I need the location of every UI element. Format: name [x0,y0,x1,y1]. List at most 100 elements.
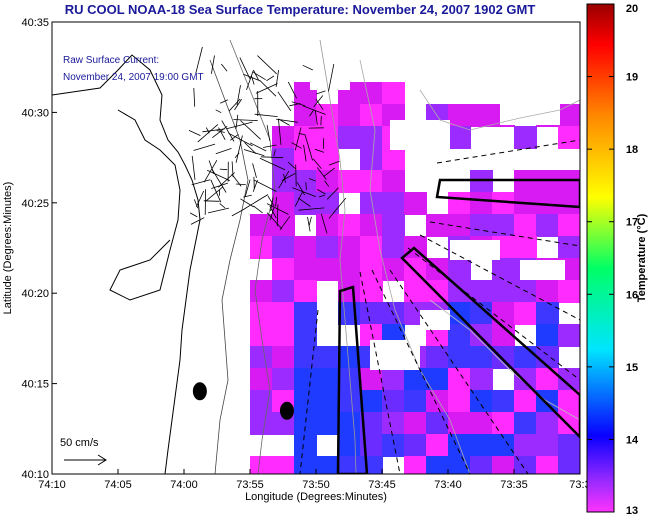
sst-cell [338,412,361,435]
sst-cell [360,236,383,259]
sst-cell [382,82,405,105]
sst-cell [426,434,449,457]
sst-cell [514,434,537,457]
current-vector [260,156,284,159]
sst-cell [470,104,493,127]
current-vector [279,216,291,231]
colorbar-tick-label: 14 [626,434,639,446]
x-axis-ticks: 74:10 74:05 74:00 73:55 73:50 73:45 73:40 73:35… [38,469,591,491]
current-vector [328,64,335,92]
sst-cell [338,346,361,369]
current-vector [220,63,228,72]
sst-cell [294,324,317,347]
sst-cell [558,434,580,457]
current-vector [243,194,252,198]
sst-cell [294,104,317,127]
current-vector [308,216,312,226]
current-vector [275,69,279,87]
station-markers [192,382,294,420]
current-vector [230,133,239,141]
sst-cell [360,456,383,474]
dashed-lane-5 [371,269,471,474]
current-vector [302,105,326,115]
current-vector [195,46,203,74]
sst-cell [492,412,515,435]
sst-cell [360,192,383,215]
coastline [52,54,201,474]
chart-title: RU COOL NOAA-18 Sea Surface Temperature:… [64,2,536,17]
dashed-lane-8 [299,309,319,474]
current-vector [304,134,313,161]
sst-cell [558,280,580,303]
current-vector [240,198,254,208]
colorbar-ticks: 20 19 18 17 16 15 14 13 [587,3,639,517]
sst-cell [492,302,515,325]
sst-cell [272,456,295,474]
sst-cell [426,390,449,413]
current-vector [190,217,205,225]
sst-cell [514,346,537,369]
current-vector [269,206,277,219]
sst-cell [294,258,317,281]
no-data-gap [420,310,450,330]
no-data-gap [390,120,450,150]
current-vector [296,181,306,196]
surface-current-vectors [188,46,347,234]
current-vector [219,168,228,171]
sst-cell [250,236,273,259]
current-vector [215,148,232,155]
current-vector [246,70,254,91]
sst-cell [338,390,361,413]
sst-cell [360,126,383,149]
current-vector [189,212,198,218]
current-vector [254,113,278,117]
sst-cell [294,390,317,413]
sst-cell [294,434,317,457]
current-vector [273,149,276,157]
colorbar-tick-label: 13 [626,505,638,517]
current-vector [313,95,324,107]
sst-cell [514,236,537,259]
current-vector [243,149,265,157]
y-axis-label: Latitude (Degrees:Minutes) [2,182,14,315]
sst-cell [294,302,317,325]
current-vector [251,75,255,85]
sst-cell [338,456,361,474]
current-vector [252,163,257,178]
sst-cell [338,214,361,237]
sst-cell [558,126,580,149]
sst-cell [470,214,493,237]
no-data-gap [500,100,560,125]
current-vector [197,124,219,143]
sst-cell [338,258,361,281]
sst-cell [338,368,361,391]
dashed-lane-3 [419,234,580,321]
current-vector [281,173,296,181]
current-vector [323,167,335,177]
colorbar-tick-label: 18 [626,144,638,156]
sst-cell [404,390,427,413]
sst-cell [404,192,427,215]
current-vector [252,179,258,192]
sst-cell [558,192,580,215]
current-vector [297,197,311,207]
x-tick-label: 73:35 [500,479,528,491]
current-vector [255,83,278,94]
sst-cell [514,170,537,193]
current-vector [233,119,258,121]
current-vector [239,57,251,79]
sst-cell [448,302,471,325]
lane-box-east [435,178,580,209]
sst-cell [272,126,295,149]
sst-cell [360,82,383,105]
sst-cell [272,324,295,347]
sst-cell [558,104,580,127]
sst-cell [492,192,515,215]
sst-cell [382,236,405,259]
contour-4 [359,59,471,474]
current-vector [211,55,215,74]
current-vector [235,183,246,185]
x-tick-label: 73:40 [434,479,462,491]
sst-cell [338,236,361,259]
sst-cell [294,236,317,259]
